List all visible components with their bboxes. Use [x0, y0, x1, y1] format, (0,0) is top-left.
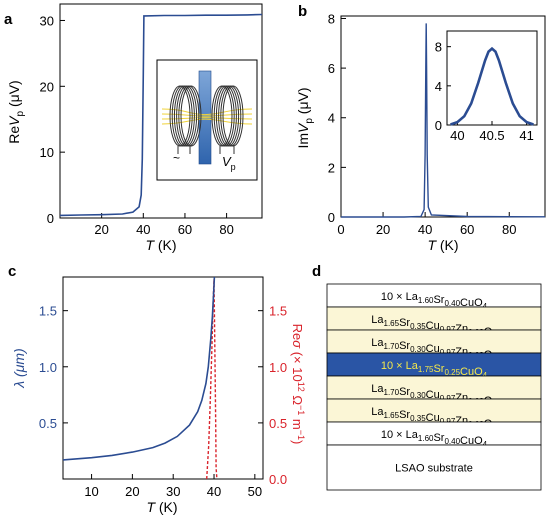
- pickup-coil: [211, 85, 244, 154]
- coil-turn: [211, 85, 233, 147]
- coil-turn: [176, 85, 198, 147]
- y-tick-label-left-c: 1.5: [39, 304, 57, 319]
- x-tick-label-c: 20: [125, 484, 139, 499]
- layer-label: 10 × La1.60Sr0.40CuO4: [381, 291, 488, 311]
- inset-y-tick-label: 0: [435, 118, 442, 133]
- y-tick-label-a: 10: [40, 145, 54, 160]
- inset-peak-curve: [450, 46, 534, 126]
- y-axis-label-left-c: λ (μm): [11, 348, 27, 388]
- coil-turn: [173, 85, 195, 147]
- inset-y-tick-label: 4: [435, 79, 442, 94]
- layer-label: 10 × La1.75Sr0.25CuO4: [381, 360, 488, 380]
- y-tick-label-b: 6: [328, 61, 335, 76]
- plot-frame-c: [62, 276, 264, 480]
- substrate-label: LSAO substrate: [395, 463, 473, 475]
- coil-turn: [169, 85, 191, 147]
- x-tick-label-b: 80: [502, 222, 516, 237]
- inset-y-tick-label: 8: [435, 40, 442, 55]
- x-tick-label-b: 60: [460, 222, 474, 237]
- y-axis-label-b: ImVp (μV): [295, 87, 315, 148]
- field-line: [161, 108, 253, 116]
- panel-label-b: b: [298, 3, 307, 20]
- y-tick-label-right-c: 1.0: [269, 360, 287, 375]
- y-tick-label-b: 4: [328, 111, 335, 126]
- y-tick-label-right-c: 1.5: [269, 304, 287, 319]
- curve-revp: [59, 13, 263, 217]
- plot-frame-b: [340, 15, 546, 218]
- coil-turn: [178, 85, 200, 147]
- inset-x-tick-label: 41: [519, 128, 533, 143]
- coil-turn: [220, 85, 242, 147]
- inset-x-tick-label: 40: [450, 128, 464, 143]
- heterostructure-stack: 10 × La1.60Sr0.40CuO4La1.65Sr0.35Cu0.97Z…: [326, 283, 542, 491]
- substrate-rect: [326, 444, 542, 491]
- x-axis-label-b: T (K): [427, 237, 458, 253]
- coil-turn: [218, 85, 240, 147]
- x-tick-label-a: 40: [136, 222, 150, 237]
- y-tick-label-b: 2: [328, 160, 335, 175]
- panel-label-a: a: [4, 11, 13, 28]
- inset-x-tick-label: 40.5: [479, 128, 504, 143]
- axis-ticks-c: 10 20 30 40 50 0.5 1.0 1.5 0.0 0.5 1.0 1.5: [39, 304, 287, 499]
- ac-source-symbol: ~: [173, 151, 180, 165]
- y-tick-label-b: 0: [328, 210, 335, 225]
- panel-a: 20 40 60 80 0 10 20 30 ReVp (μV) T (K) ~ Vp: [6, 3, 263, 253]
- curve-re-sigma: [206, 279, 218, 480]
- panel-b: 0 20 40 60 80 0 2 4 6 8 ImVp (μV) T (K) 40 40.5 41 0…: [295, 11, 546, 253]
- x-tick-label-b: 20: [376, 222, 390, 237]
- y-tick-label-a: 20: [40, 79, 54, 94]
- y-tick-label-right-c: 0.0: [269, 472, 287, 487]
- y-axis-label-a: ReVp (μV): [6, 80, 26, 143]
- drive-coil: [169, 85, 202, 154]
- x-tick-label-c: 40: [207, 484, 221, 499]
- x-tick-label-c: 10: [84, 484, 98, 499]
- panel-label-c: c: [8, 263, 16, 280]
- layer-label: 10 × La1.60Sr0.40CuO4: [381, 429, 488, 449]
- y-tick-label-left-c: 0.5: [39, 416, 57, 431]
- curve-imvp: [341, 23, 546, 218]
- panel-label-d: d: [312, 263, 321, 280]
- coil-turn: [215, 85, 237, 147]
- x-tick-label-a: 80: [219, 222, 233, 237]
- inset-ticks-b: 40 40.5 41 0 4 8: [435, 40, 534, 143]
- x-tick-label-c: 50: [248, 484, 262, 499]
- field-line: [161, 118, 253, 125]
- y-tick-label-a: 30: [40, 13, 54, 28]
- x-tick-label-b: 0: [337, 222, 344, 237]
- x-tick-label-a: 20: [94, 222, 108, 237]
- x-tick-label-b: 40: [418, 222, 432, 237]
- x-axis-label-c: T (K): [146, 499, 177, 515]
- y-tick-label-left-c: 1.0: [39, 360, 57, 375]
- panel-c: 10 20 30 40 50 0.5 1.0 1.5 0.0 0.5 1.0 1.5 λ (μm) R…: [11, 276, 306, 515]
- curve-lambda: [62, 276, 216, 461]
- axis-ticks-a: 20 40 60 80 0 10 20 30: [40, 13, 234, 237]
- vp-label: Vp: [222, 154, 236, 172]
- coil-turn: [171, 85, 193, 147]
- coil-turn: [180, 85, 202, 147]
- inset-b: 40 40.5 41 0 4 8: [435, 30, 538, 143]
- x-axis-label-a: T (K): [145, 237, 176, 253]
- plot-frame-a: [59, 3, 263, 219]
- coil-turn: [213, 85, 235, 147]
- inset-frame-b: [446, 30, 538, 126]
- coil-turn: [222, 85, 244, 147]
- x-tick-label-a: 60: [178, 222, 192, 237]
- y-axis-label-right-c: Reσ (× 1012 Ω−1 m−1): [290, 324, 306, 445]
- coil-schematic-inset: ~ Vp: [156, 59, 258, 181]
- y-tick-label-right-c: 0.5: [269, 416, 287, 431]
- y-tick-label-b: 8: [328, 11, 335, 26]
- x-tick-label-c: 30: [166, 484, 180, 499]
- y-tick-label-a: 0: [47, 211, 54, 226]
